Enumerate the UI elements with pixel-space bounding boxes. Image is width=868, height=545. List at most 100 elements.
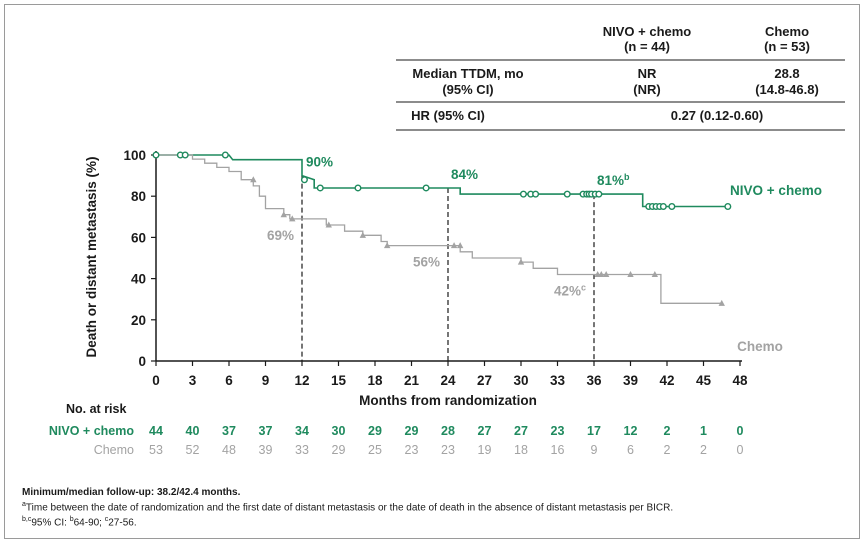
table-row2-value: 0.27 (0.12-0.60)	[671, 108, 764, 123]
x-tick-label: 24	[440, 373, 456, 388]
series-label-nivo: NIVO + chemo	[730, 183, 822, 198]
footnote-a-text: Time between the date of randomization a…	[25, 502, 674, 514]
at-risk-chemo-count: 48	[222, 443, 236, 457]
at-risk-nivo-count: 1	[700, 424, 707, 438]
chemo-censor-mark	[598, 270, 605, 277]
at-risk-chemo-count: 53	[149, 443, 163, 457]
at-risk-chemo-count: 29	[332, 443, 346, 457]
at-risk-nivo-count: 40	[186, 424, 200, 438]
x-tick-label: 45	[696, 373, 712, 388]
x-axis-title: Months from randomization	[359, 393, 537, 408]
chemo-censor-mark	[627, 270, 634, 277]
at-risk-chemo-count: 0	[737, 443, 744, 457]
nivo-censor-mark	[724, 202, 732, 210]
table-row1-label-line1: Median TTDM, mo	[412, 66, 523, 81]
at-risk-chemo-count: 6	[627, 443, 634, 457]
chemo-censor-mark	[450, 242, 458, 249]
at-risk-nivo-count: 27	[514, 424, 528, 438]
censor-marks	[152, 151, 732, 306]
chemo-censor-mark	[383, 242, 391, 249]
footnote-b-sup: b	[69, 516, 74, 524]
footnote-bc-text: 95% CI:	[31, 517, 70, 529]
chemo-annotation: 69%	[267, 228, 294, 243]
y-axis-title: Death or distant metastasis (%)	[84, 156, 99, 357]
table-row1-col1-line1: NR	[638, 66, 657, 81]
y-tick-label: 20	[131, 313, 146, 328]
at-risk-nivo-count: 34	[295, 424, 309, 438]
at-risk-chemo-count: 2	[664, 443, 671, 457]
footnote-b-text: 64-90;	[73, 517, 105, 529]
x-tick-label: 21	[404, 373, 420, 388]
at-risk-nivo-count: 37	[259, 424, 273, 438]
figure-frame	[4, 4, 860, 539]
x-tick-label: 0	[152, 373, 160, 388]
y-tick-label: 80	[131, 189, 146, 204]
nivo-annotation: 84%	[451, 167, 478, 182]
x-tick-label: 9	[262, 373, 270, 388]
y-tick-label: 60	[131, 230, 146, 245]
footnote-bc-sup: b,c	[22, 516, 32, 524]
reference-lines	[301, 175, 595, 361]
at-risk-chemo-count: 9	[591, 443, 598, 457]
nivo-censor-mark	[563, 190, 571, 198]
at-risk-nivo-count: 29	[368, 424, 382, 438]
nivo-censor-mark	[152, 151, 160, 159]
chemo-censor-mark	[289, 215, 296, 222]
at-risk-chemo-count: 2	[700, 443, 707, 457]
nivo-censor-mark	[422, 184, 430, 192]
nivo-censor-mark	[221, 151, 229, 159]
table-col1-header-line1: NIVO + chemo	[603, 24, 692, 39]
chemo-censor-mark	[651, 270, 659, 277]
at-risk-chemo-count: 33	[295, 443, 309, 457]
y-tick-label: 40	[131, 272, 146, 287]
at-risk-nivo-count: 23	[551, 424, 565, 438]
chemo-censor-mark	[456, 242, 464, 249]
nivo-annotation: 90%	[306, 155, 333, 170]
summary-table: NIVO + chemo (n = 44) Chemo (n = 53) Med…	[396, 24, 845, 131]
x-tick-label: 12	[294, 373, 309, 388]
at-risk-nivo-count: 30	[332, 424, 346, 438]
x-tick-label: 18	[367, 373, 383, 388]
footnote-a: aTime between the date of randomization …	[22, 499, 852, 514]
nivo-censor-mark	[181, 151, 189, 159]
x-tick-label: 36	[586, 373, 602, 388]
table-row1-col2-line2: (14.8-46.8)	[755, 82, 819, 97]
chemo-censor-mark	[517, 258, 525, 265]
chemo-annotation: 56%	[413, 255, 440, 270]
footnote-c-sup: c	[104, 516, 109, 524]
at-risk-counts: 4453405237483739343330292925292328232719…	[149, 424, 743, 457]
table-col2-header-line2: (n = 53)	[764, 39, 810, 54]
chemo-annotation: 42%c	[554, 282, 586, 298]
at-risk-chemo-count: 23	[405, 443, 419, 457]
at-risk-nivo-label: NIVO + chemo	[49, 424, 134, 438]
at-risk-nivo-count: 27	[478, 424, 492, 438]
x-tick-label: 3	[189, 373, 197, 388]
x-tick-label: 15	[331, 373, 347, 388]
table-row1-label-line2: (95% CI)	[442, 82, 493, 97]
footnote-bc: b,c95% CI: b64-90; c27-56.	[22, 514, 852, 529]
footnote-a-sup: a	[22, 501, 26, 508]
nivo-censor-mark	[659, 202, 667, 210]
nivo-censor-mark	[354, 184, 362, 192]
chemo-censor-mark	[359, 231, 367, 238]
at-risk-nivo-count: 37	[222, 424, 236, 438]
at-risk-nivo-count: 28	[441, 424, 455, 438]
at-risk-chemo-label: Chemo	[94, 443, 134, 457]
nivo-censor-mark	[668, 202, 676, 210]
x-tick-label: 33	[550, 373, 566, 388]
table-col1-header-line2: (n = 44)	[624, 39, 670, 54]
chemo-censor-mark	[280, 211, 287, 218]
axes: 0 3 6 9 12 15 18 21 24 27 30 33 36 39 42 45 480204060801…	[123, 148, 748, 388]
at-risk-chemo-count: 18	[514, 443, 528, 457]
chemo-censor-mark	[602, 270, 610, 277]
at-risk-nivo-count: 12	[624, 424, 638, 438]
at-risk-chemo-count: 19	[478, 443, 492, 457]
x-tick-label: 30	[513, 373, 528, 388]
at-risk-nivo-count: 29	[405, 424, 419, 438]
x-tick-label: 6	[225, 373, 233, 388]
nivo-annotation: 81%b	[597, 172, 630, 188]
nivo-censor-mark	[316, 184, 324, 192]
footnote-followup: Minimum/median follow-up: 38.2/42.4 mont…	[22, 487, 241, 498]
nivo-censor-mark	[532, 190, 540, 198]
at-risk-nivo-count: 0	[737, 424, 744, 438]
